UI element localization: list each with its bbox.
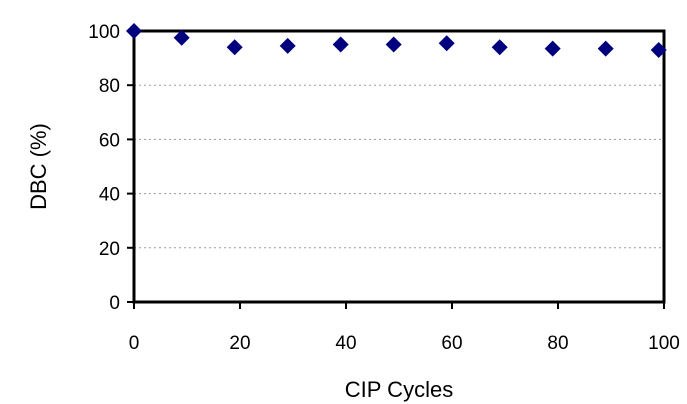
- y-tick-label: 60: [99, 130, 120, 151]
- data-point: [279, 37, 296, 54]
- x-tick-label: 80: [547, 333, 568, 354]
- x-tick-label: 100: [648, 333, 680, 354]
- data-point: [126, 23, 142, 39]
- y-tick-label: 100: [88, 22, 120, 43]
- data-point: [385, 36, 402, 53]
- x-axis-ticks: 0 20 40 60 80 100: [129, 302, 680, 354]
- x-tick-label: 20: [229, 333, 250, 354]
- y-tick-label: 40: [99, 185, 120, 206]
- data-point: [332, 36, 349, 53]
- x-tick-label: 40: [335, 333, 356, 354]
- data-point: [438, 35, 455, 52]
- data-point: [544, 40, 561, 57]
- y-axis-ticks: 0 20 40 60 80 100: [88, 22, 134, 314]
- data-point: [597, 40, 614, 57]
- y-tick-label: 80: [99, 76, 120, 97]
- data-points: [126, 23, 667, 58]
- grid-lines: [134, 84, 664, 249]
- y-tick-label: 0: [109, 293, 120, 314]
- data-point: [491, 39, 508, 56]
- y-tick-label: 20: [99, 239, 120, 260]
- plot-area-frame: [132, 29, 666, 304]
- x-axis-title: CIP Cycles: [345, 377, 453, 402]
- data-point: [226, 39, 243, 56]
- x-tick-label: 0: [129, 333, 140, 354]
- data-point: [650, 41, 667, 58]
- x-tick-label: 60: [441, 333, 462, 354]
- data-point: [173, 29, 190, 46]
- y-axis-title: DBC (%): [26, 123, 51, 210]
